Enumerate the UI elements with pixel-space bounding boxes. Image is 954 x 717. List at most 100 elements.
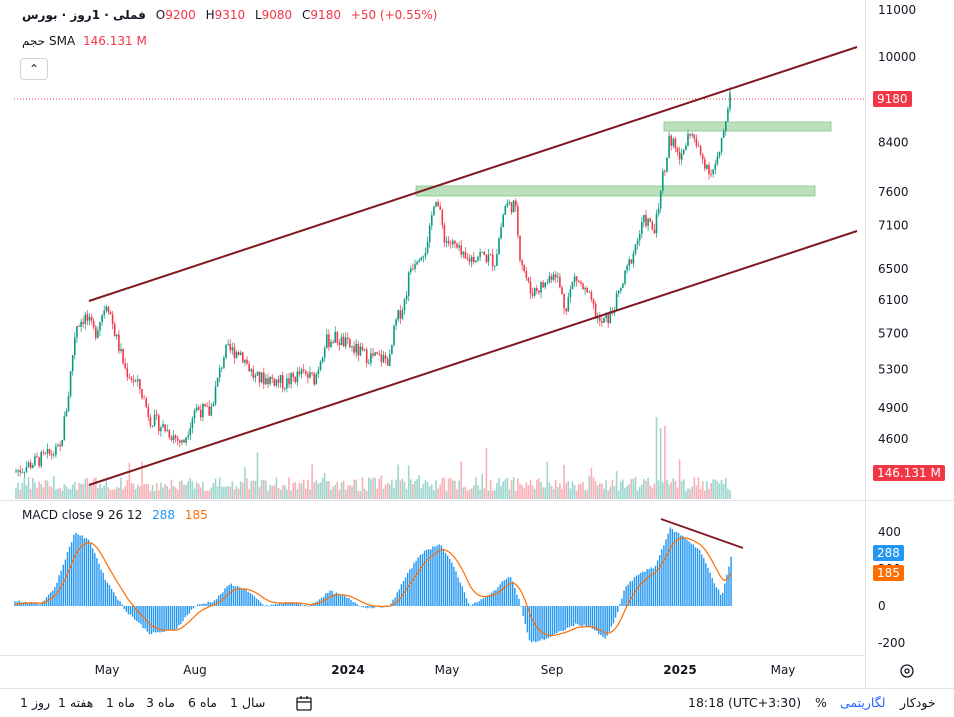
channel-lower-trendline[interactable]	[88, 230, 858, 486]
range-1w[interactable]: 1 هفته	[58, 695, 94, 710]
macd-histogram-bar	[341, 595, 344, 606]
macd-histogram-bar	[709, 572, 711, 606]
volume-sma-value: 146.131 M	[83, 34, 147, 48]
collapse-legend-button[interactable]: ⌃	[20, 58, 48, 80]
macd-axis[interactable]: 4002000-200	[878, 525, 905, 650]
macd-histogram-bar	[560, 606, 562, 631]
volume-bar	[50, 487, 53, 499]
volume-bar	[347, 485, 349, 499]
candle-body	[223, 357, 225, 368]
chart-settings-button[interactable]	[898, 662, 916, 680]
volume-bar	[185, 484, 187, 499]
resistance-zone-upper[interactable]	[663, 121, 832, 132]
macd-histogram-bar	[449, 558, 451, 606]
candle-body	[468, 258, 471, 262]
candle-body	[657, 208, 660, 214]
percent-toggle[interactable]: %	[815, 695, 827, 710]
macd-histogram-bar	[146, 606, 148, 632]
volume-bar	[206, 490, 208, 499]
macd-histogram-bar	[572, 606, 575, 627]
range-1d[interactable]: 1 روز	[20, 695, 51, 710]
volume-bar	[437, 488, 439, 499]
time-tick-label: 2024	[331, 663, 364, 677]
candle-body	[504, 205, 507, 215]
price-axis[interactable]: 11000 10000 8400 7600 7100 6500 6100 5700 5300 49…	[878, 3, 916, 446]
volume-bar	[25, 485, 28, 499]
date-range-button[interactable]	[294, 693, 314, 713]
volume-bar	[624, 488, 626, 499]
volume-bar	[483, 488, 486, 499]
volume-legend[interactable]: حجم SMA 146.131 M	[22, 34, 147, 48]
candle-body	[92, 320, 95, 328]
time-axis[interactable]: May Aug 2024 May Sep 2025 May	[95, 663, 796, 677]
symbol-title[interactable]: فملی · 1روز · بورس	[22, 8, 146, 22]
volume-bar	[296, 489, 299, 499]
candle-body	[592, 299, 595, 304]
range-1m[interactable]: 1 ماه	[106, 695, 135, 710]
range-3m[interactable]: 3 ماه	[146, 695, 175, 710]
candle-body	[44, 452, 47, 454]
volume-bar	[729, 490, 731, 499]
candle-body	[437, 201, 439, 207]
candle-body	[519, 235, 521, 261]
macd-histogram-bar	[356, 604, 358, 606]
volume-bar	[372, 477, 374, 499]
macd-histogram-bar	[644, 571, 646, 606]
macd-histogram-bar	[106, 582, 109, 606]
volume-bar	[164, 484, 166, 499]
volume-bar	[649, 485, 651, 499]
volume-bar	[134, 489, 137, 499]
macd-histogram-bar	[266, 604, 268, 606]
macd-histogram-bar	[167, 606, 169, 631]
candle-body	[718, 151, 721, 157]
candle-body	[550, 276, 553, 280]
macd-histogram-bar	[457, 577, 459, 606]
volume-bar	[231, 481, 234, 499]
candle-body	[260, 372, 263, 383]
volume-bar	[214, 478, 217, 499]
channel-upper-trendline[interactable]	[88, 46, 858, 302]
volume-bar	[242, 482, 244, 499]
timezone-clock[interactable]: 18:18 (UTC+3:30)	[688, 695, 802, 710]
volume-bar	[46, 480, 49, 499]
candle-body	[515, 200, 517, 207]
candle-body	[143, 397, 145, 399]
macd-legend[interactable]: MACD close 9 26 12 288 185	[22, 508, 208, 522]
volume-bar	[227, 486, 229, 499]
macd-histogram-bar	[593, 606, 596, 631]
volume-bar	[254, 480, 257, 499]
resistance-zone-lower[interactable]	[415, 185, 816, 197]
volume-bar	[691, 486, 693, 499]
range-1y[interactable]: 1 سال	[230, 695, 266, 710]
chart-canvas[interactable]: 11000 10000 8400 7600 7100 6500 6100 5700 5300 49…	[0, 0, 954, 688]
price-tick-label: 7600	[878, 185, 909, 199]
volume-bar	[634, 477, 637, 499]
candle-body	[189, 428, 192, 436]
volume-bar	[95, 477, 97, 499]
macd-histogram-bar	[274, 603, 277, 606]
candle-body	[422, 256, 425, 258]
macd-histogram-bar	[428, 549, 430, 606]
macd-histogram-bar	[96, 558, 98, 606]
candle-body	[664, 171, 666, 172]
candle-body	[622, 283, 624, 288]
log-toggle[interactable]: لگاریتمی	[840, 695, 886, 710]
macd-histogram-bar	[331, 590, 333, 606]
auto-toggle[interactable]: خودکار	[900, 695, 936, 710]
volume-bar	[315, 480, 318, 499]
macd-divergence-trendline[interactable]	[660, 518, 744, 549]
pane-separator[interactable]	[0, 500, 954, 501]
volume-bar	[88, 484, 91, 499]
candle-body	[470, 256, 473, 262]
macd-histogram-bar	[339, 594, 342, 606]
volume-bar	[573, 485, 576, 499]
candle-body	[567, 297, 570, 312]
volume-bar	[433, 490, 435, 499]
candle-body	[617, 290, 620, 294]
macd-histogram-bar	[646, 569, 648, 606]
macd-histogram-bar	[255, 598, 258, 606]
macd-histogram-bar	[129, 606, 132, 615]
candle-body	[55, 446, 57, 455]
range-6m[interactable]: 6 ماه	[188, 695, 217, 710]
macd-histogram-bar	[596, 606, 598, 632]
